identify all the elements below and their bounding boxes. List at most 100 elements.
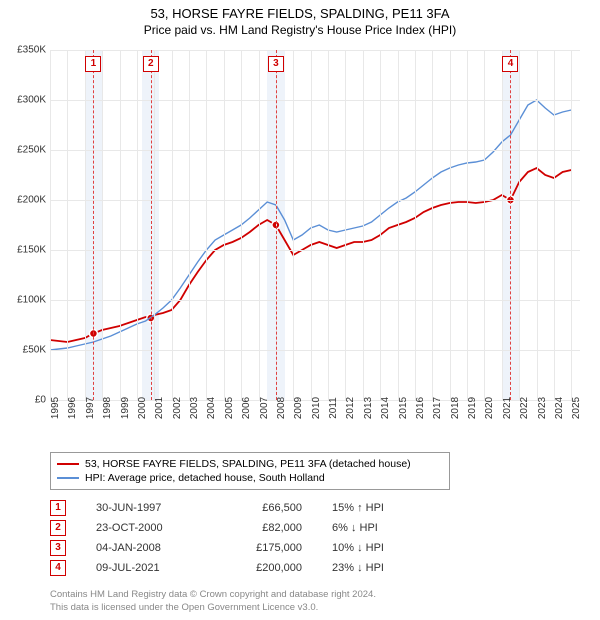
gridline-horizontal: [50, 150, 580, 151]
x-tick-label: 2011: [328, 397, 339, 419]
event-date: 09-JUL-2021: [96, 562, 192, 574]
x-tick-label: 2004: [206, 397, 217, 419]
chart-title: 53, HORSE FAYRE FIELDS, SPALDING, PE11 3…: [0, 0, 600, 21]
y-tick-label: £250K: [17, 145, 46, 156]
gridline-horizontal: [50, 100, 580, 101]
x-tick-label: 2024: [554, 397, 565, 419]
y-tick-label: £200K: [17, 195, 46, 206]
gridline-vertical: [398, 50, 399, 400]
x-tick-label: 2010: [311, 397, 322, 419]
gridline-vertical: [432, 50, 433, 400]
event-row: 409-JUL-2021£200,00023% ↓ HPI: [50, 558, 422, 578]
gridline-vertical: [363, 50, 364, 400]
x-tick-label: 1998: [102, 397, 113, 419]
footer-line-1: Contains HM Land Registry data © Crown c…: [50, 589, 376, 601]
gridline-vertical: [85, 50, 86, 400]
footer-attribution: Contains HM Land Registry data © Crown c…: [50, 589, 376, 614]
x-tick-label: 2017: [432, 397, 443, 419]
x-tick-label: 2007: [259, 397, 270, 419]
x-tick-label: 2020: [484, 397, 495, 419]
gridline-vertical: [554, 50, 555, 400]
x-tick-label: 2003: [189, 397, 200, 419]
gridline-vertical: [102, 50, 103, 400]
gridline-vertical: [154, 50, 155, 400]
gridline-vertical: [380, 50, 381, 400]
gridline-vertical: [293, 50, 294, 400]
x-tick-label: 2021: [502, 397, 513, 419]
event-line: [93, 50, 94, 400]
gridline-vertical: [50, 50, 51, 400]
y-tick-label: £0: [35, 395, 46, 406]
chart-plot-area: 1234: [50, 50, 580, 401]
chart-subtitle: Price paid vs. HM Land Registry's House …: [0, 21, 600, 41]
event-price: £66,500: [222, 502, 302, 514]
gridline-vertical: [259, 50, 260, 400]
event-date: 30-JUN-1997: [96, 502, 192, 514]
legend-swatch: [57, 463, 79, 465]
x-tick-label: 2001: [154, 397, 165, 419]
y-axis: £0£50K£100K£150K£200K£250K£300K£350K: [0, 50, 50, 400]
gridline-vertical: [189, 50, 190, 400]
y-tick-label: £100K: [17, 295, 46, 306]
x-tick-label: 2008: [276, 397, 287, 419]
y-tick-label: £350K: [17, 45, 46, 56]
event-line: [151, 50, 152, 400]
legend-item: 53, HORSE FAYRE FIELDS, SPALDING, PE11 3…: [57, 457, 443, 471]
y-tick-label: £150K: [17, 245, 46, 256]
gridline-horizontal: [50, 50, 580, 51]
gridline-vertical: [137, 50, 138, 400]
event-row: 130-JUN-1997£66,50015% ↑ HPI: [50, 498, 422, 518]
x-tick-label: 2006: [241, 397, 252, 419]
legend-swatch: [57, 477, 79, 479]
legend-label: HPI: Average price, detached house, Sout…: [85, 472, 325, 484]
legend-item: HPI: Average price, detached house, Sout…: [57, 471, 443, 485]
gridline-vertical: [120, 50, 121, 400]
x-tick-label: 2005: [224, 397, 235, 419]
legend-label: 53, HORSE FAYRE FIELDS, SPALDING, PE11 3…: [85, 458, 411, 470]
chart-svg: [50, 50, 580, 400]
x-tick-label: 2022: [519, 397, 530, 419]
gridline-vertical: [537, 50, 538, 400]
x-tick-label: 2013: [363, 397, 374, 419]
gridline-vertical: [467, 50, 468, 400]
event-pct: 10% ↓ HPI: [332, 542, 422, 554]
gridline-vertical: [241, 50, 242, 400]
x-tick-label: 2015: [398, 397, 409, 419]
event-number-box: 4: [50, 560, 66, 576]
event-price: £175,000: [222, 542, 302, 554]
x-tick-label: 2000: [137, 397, 148, 419]
gridline-vertical: [519, 50, 520, 400]
event-number-box: 3: [50, 540, 66, 556]
y-tick-label: £50K: [23, 345, 46, 356]
y-tick-label: £300K: [17, 95, 46, 106]
gridline-vertical: [450, 50, 451, 400]
footer-line-2: This data is licensed under the Open Gov…: [50, 602, 376, 614]
event-date: 23-OCT-2000: [96, 522, 192, 534]
x-tick-label: 1997: [85, 397, 96, 419]
gridline-horizontal: [50, 250, 580, 251]
gridline-vertical: [502, 50, 503, 400]
event-line: [276, 50, 277, 400]
legend-box: 53, HORSE FAYRE FIELDS, SPALDING, PE11 3…: [50, 452, 450, 490]
event-row: 304-JAN-2008£175,00010% ↓ HPI: [50, 538, 422, 558]
gridline-vertical: [571, 50, 572, 400]
event-marker: 2: [143, 56, 159, 72]
event-marker: 4: [502, 56, 518, 72]
event-line: [510, 50, 511, 400]
event-number-box: 1: [50, 500, 66, 516]
event-pct: 6% ↓ HPI: [332, 522, 422, 534]
gridline-vertical: [172, 50, 173, 400]
events-table: 130-JUN-1997£66,50015% ↑ HPI223-OCT-2000…: [50, 498, 422, 578]
gridline-horizontal: [50, 200, 580, 201]
gridline-vertical: [206, 50, 207, 400]
x-tick-label: 1999: [120, 397, 131, 419]
x-tick-label: 2002: [172, 397, 183, 419]
x-tick-label: 1996: [67, 397, 78, 419]
gridline-vertical: [224, 50, 225, 400]
gridline-vertical: [67, 50, 68, 400]
gridline-vertical: [345, 50, 346, 400]
gridline-vertical: [328, 50, 329, 400]
gridline-horizontal: [50, 350, 580, 351]
event-marker: 1: [85, 56, 101, 72]
event-row: 223-OCT-2000£82,0006% ↓ HPI: [50, 518, 422, 538]
